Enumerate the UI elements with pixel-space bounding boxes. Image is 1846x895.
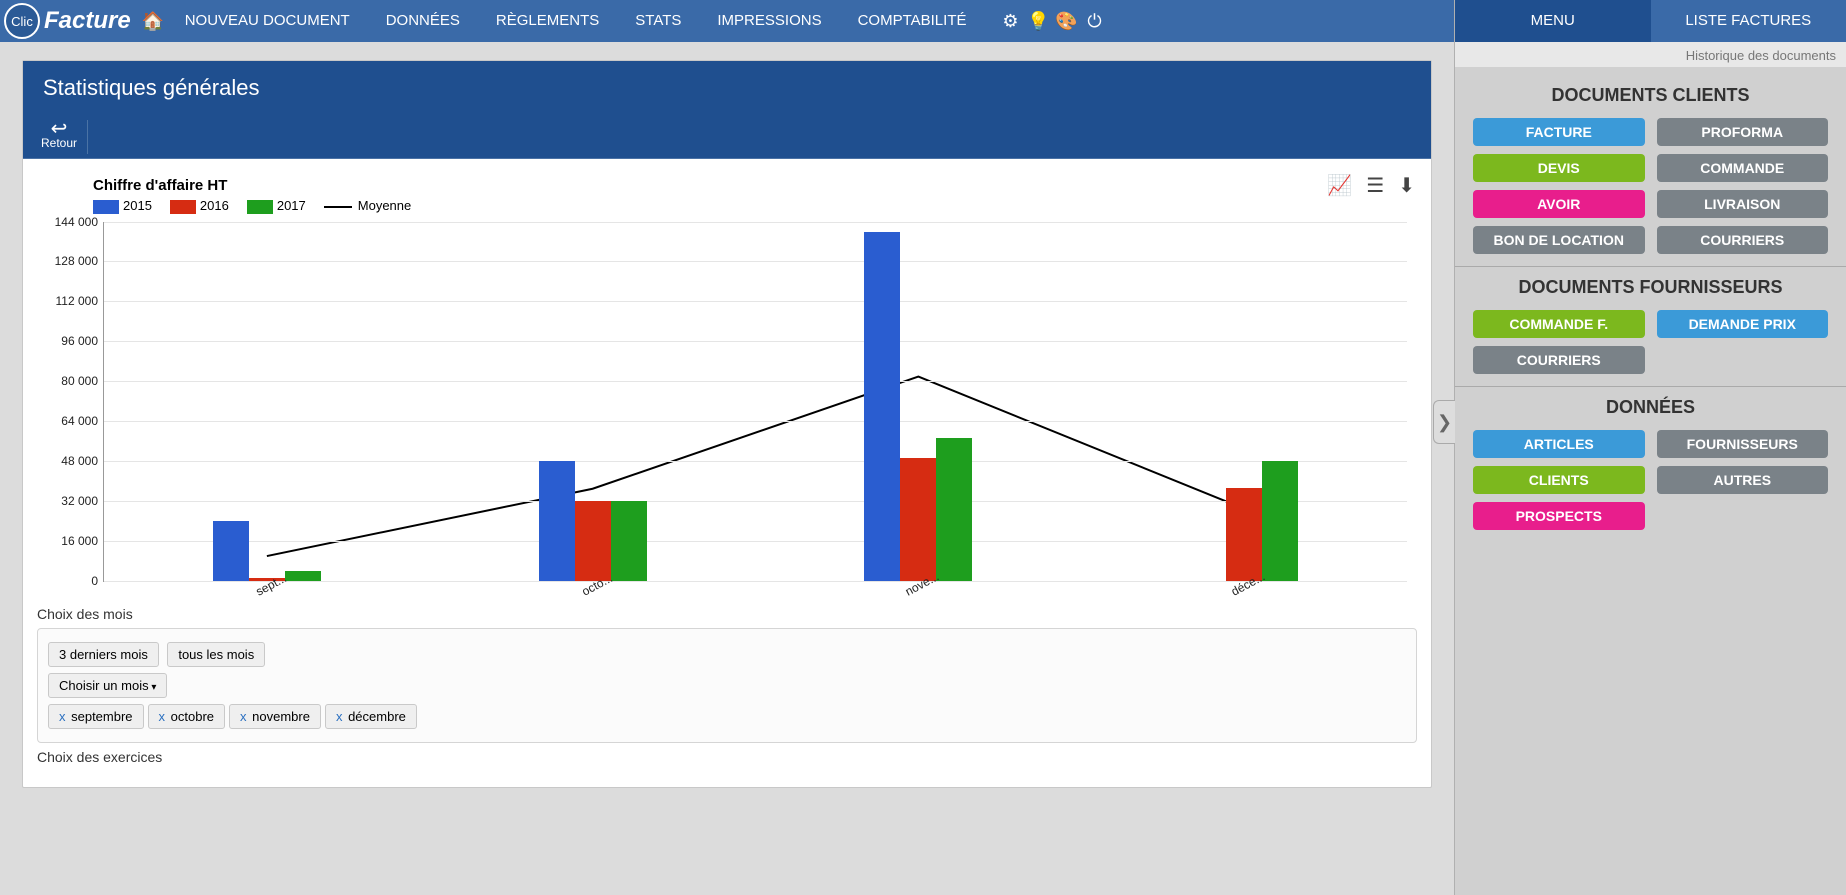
back-arrow-icon: ↩ xyxy=(41,122,77,136)
bar-group: déce... xyxy=(1081,222,1407,581)
section-title: DOCUMENTS CLIENTS xyxy=(1473,75,1828,118)
nav-comptabilité[interactable]: COMPTABILITÉ xyxy=(840,0,985,42)
btn-last-3-months[interactable]: 3 derniers mois xyxy=(48,642,159,667)
tab-menu[interactable]: MENU xyxy=(1455,0,1651,42)
gears-icon[interactable]: ⚙ xyxy=(996,11,1024,32)
right-tabs: MENU LISTE FACTURES xyxy=(1455,0,1846,42)
btn-all-months[interactable]: tous les mois xyxy=(167,642,265,667)
legend-2015[interactable]: 2015 xyxy=(93,198,152,214)
month-chip-décembre[interactable]: x décembre xyxy=(325,704,417,729)
panel-btn-prospects[interactable]: PROSPECTS xyxy=(1473,502,1645,530)
palette-icon[interactable]: 🎨 xyxy=(1052,11,1080,32)
bulb-icon[interactable]: 💡 xyxy=(1024,11,1052,32)
bar-2017[interactable] xyxy=(611,501,647,581)
logo[interactable]: Clic Facture xyxy=(0,3,139,39)
panel-btn-clients[interactable]: CLIENTS xyxy=(1473,466,1645,494)
nav-nouveau-document[interactable]: NOUVEAU DOCUMENT xyxy=(167,0,368,42)
y-axis-label: 128 000 xyxy=(55,254,104,268)
nav-règlements[interactable]: RÈGLEMENTS xyxy=(478,0,617,42)
panel-btn-livraison[interactable]: LIVRAISON xyxy=(1657,190,1829,218)
years-label: Choix des exercices xyxy=(37,743,1417,771)
page-title: Statistiques générales xyxy=(23,61,1431,115)
panel-btn-courriers[interactable]: COURRIERS xyxy=(1657,226,1829,254)
back-button[interactable]: ↩ Retour xyxy=(31,120,88,154)
panel-btn-fournisseurs[interactable]: FOURNISSEURS xyxy=(1657,430,1829,458)
chart-type-icon[interactable]: 📈 xyxy=(1327,173,1352,198)
y-axis-label: 0 xyxy=(91,574,104,588)
section-title: DONNÉES xyxy=(1473,387,1828,430)
y-axis-label: 64 000 xyxy=(61,414,104,428)
nav-stats[interactable]: STATS xyxy=(617,0,699,42)
nav-données[interactable]: DONNÉES xyxy=(368,0,478,42)
y-axis-label: 32 000 xyxy=(61,494,104,508)
bar-2017[interactable] xyxy=(285,571,321,581)
bar-2017[interactable] xyxy=(1262,461,1298,581)
legend-2017[interactable]: 2017 xyxy=(247,198,306,214)
panel-btn-courriers[interactable]: COURRIERS xyxy=(1473,346,1645,374)
section-title: DOCUMENTS FOURNISSEURS xyxy=(1473,267,1828,310)
bar-group: octo... xyxy=(430,222,756,581)
chart-zone: 📈 ☰ ⬇ Chiffre d'affaire HT 2015 2016 2017 M… xyxy=(23,159,1431,590)
logo-text: Facture xyxy=(44,7,131,35)
controls: Choix des mois 3 derniers mois tous les … xyxy=(23,590,1431,787)
sub-header: ↩ Retour xyxy=(23,115,1431,159)
panel-btn-autres[interactable]: AUTRES xyxy=(1657,466,1829,494)
panel-btn-facture[interactable]: FACTURE xyxy=(1473,118,1645,146)
bar-2015[interactable] xyxy=(213,521,249,581)
btn-choose-month[interactable]: Choisir un mois xyxy=(48,673,167,698)
back-label: Retour xyxy=(41,136,77,150)
y-axis-label: 112 000 xyxy=(56,294,105,308)
tab-liste-factures[interactable]: LISTE FACTURES xyxy=(1651,0,1846,42)
chart-list-icon[interactable]: ☰ xyxy=(1366,173,1384,198)
power-icon[interactable]: ⏻ xyxy=(1080,11,1108,32)
panel-btn-articles[interactable]: ARTICLES xyxy=(1473,430,1645,458)
panel-btn-avoir[interactable]: AVOIR xyxy=(1473,190,1645,218)
months-box: 3 derniers mois tous les mois Choisir un… xyxy=(37,628,1417,743)
download-icon[interactable]: ⬇ xyxy=(1398,173,1415,198)
y-axis-label: 16 000 xyxy=(61,534,104,548)
bar-2015[interactable] xyxy=(864,232,900,581)
month-chip-octobre[interactable]: x octobre xyxy=(148,704,225,729)
y-axis-label: 80 000 xyxy=(61,374,104,388)
panel-btn-commande-f-[interactable]: COMMANDE F. xyxy=(1473,310,1645,338)
chart-plot: 016 00032 00048 00064 00080 00096 000112… xyxy=(103,222,1407,582)
panel-btn-commande[interactable]: COMMANDE xyxy=(1657,154,1829,182)
legend-moyenne[interactable]: Moyenne xyxy=(324,198,411,213)
bar-2016[interactable] xyxy=(900,458,936,580)
right-panel: MENU LISTE FACTURES Historique des docum… xyxy=(1454,0,1846,895)
logo-icon: Clic xyxy=(4,3,40,39)
chart-tools: 📈 ☰ ⬇ xyxy=(1327,173,1415,198)
y-axis-label: 48 000 xyxy=(61,454,104,468)
bar-2015[interactable] xyxy=(539,461,575,581)
chart-legend: 2015 2016 2017 Moyenne xyxy=(37,194,1417,222)
bar-2017[interactable] xyxy=(936,438,972,580)
breadcrumb: Historique des documents xyxy=(1455,42,1846,67)
home-icon[interactable]: 🏠 xyxy=(139,11,167,32)
panel-btn-bon-de-location[interactable]: BON DE LOCATION xyxy=(1473,226,1645,254)
panel-btn-demande-prix[interactable]: DEMANDE PRIX xyxy=(1657,310,1829,338)
stats-card: Statistiques générales ↩ Retour 📈 ☰ ⬇ Ch… xyxy=(22,60,1432,788)
chart-title: Chiffre d'affaire HT xyxy=(37,177,1417,194)
legend-2016[interactable]: 2016 xyxy=(170,198,229,214)
nav-impressions[interactable]: IMPRESSIONS xyxy=(699,0,839,42)
y-axis-label: 96 000 xyxy=(61,334,104,348)
month-chip-novembre[interactable]: x novembre xyxy=(229,704,321,729)
bar-group: sept... xyxy=(104,222,430,581)
y-axis-label: 144 000 xyxy=(55,215,104,229)
panel-btn-devis[interactable]: DEVIS xyxy=(1473,154,1645,182)
panel-btn-proforma[interactable]: PROFORMA xyxy=(1657,118,1829,146)
month-chip-septembre[interactable]: x septembre xyxy=(48,704,144,729)
bar-group: nove... xyxy=(756,222,1082,581)
main-area: Statistiques générales ↩ Retour 📈 ☰ ⬇ Ch… xyxy=(0,42,1454,895)
months-label: Choix des mois xyxy=(37,600,1417,628)
